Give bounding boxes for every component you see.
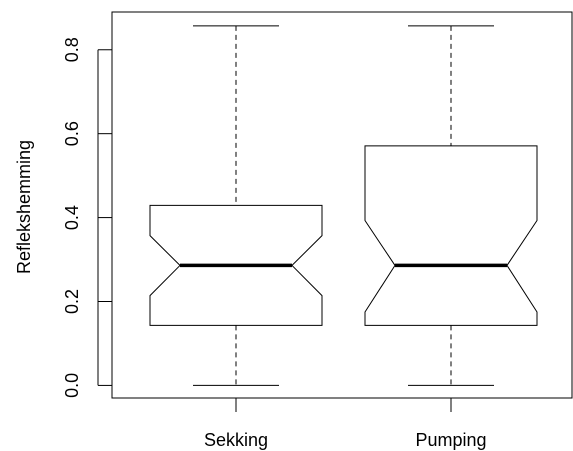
y-tick-label: 0.4: [62, 205, 82, 230]
x-axis: Sekking Pumping: [204, 397, 487, 450]
y-tick-label: 0.0: [62, 373, 82, 398]
y-tick-label: 0.6: [62, 121, 82, 146]
x-tick-label: Sekking: [204, 430, 268, 450]
boxes: [149, 25, 538, 386]
x-tick-label: Pumping: [415, 430, 486, 450]
y-tick-label: 0.8: [62, 37, 82, 62]
y-axis-label: Reflekshemming: [14, 140, 34, 274]
y-tick-label: 0.2: [62, 289, 82, 314]
y-axis: 0.0 0.2 0.4 0.6 0.8: [62, 37, 112, 398]
box-body: [364, 145, 538, 326]
